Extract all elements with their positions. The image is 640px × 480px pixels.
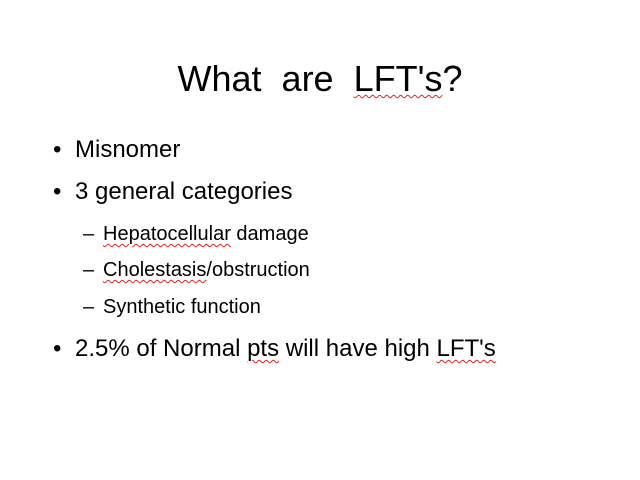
- bullet-normal-pts: • 2.5% of Normal pts will have high LFT'…: [53, 335, 496, 363]
- sub-bullet-marker: –: [83, 223, 95, 245]
- bullet-text: 3 general categories: [75, 178, 293, 205]
- sub-item-synthetic-function: – Synthetic function: [83, 295, 261, 319]
- title-text-lfts: LFT's: [353, 58, 443, 99]
- sub-item-text-part1: Hepatocellular: [103, 223, 231, 245]
- slide-title: What are LFT's?: [0, 57, 640, 101]
- bullet-misnomer: • Misnomer: [53, 136, 181, 164]
- bullet-text: Misnomer: [75, 136, 181, 163]
- sub-bullet-marker: –: [83, 259, 95, 281]
- title-text-part3: ?: [442, 58, 463, 99]
- sub-item-text-part1: Cholestasis: [103, 259, 207, 281]
- bullet-text-pts: pts: [247, 335, 280, 362]
- bullet-text-part1: 2.5% of Normal: [75, 335, 248, 362]
- title-text-part1: What are: [177, 58, 354, 99]
- sub-bullet-marker: –: [83, 296, 95, 318]
- sub-item-cholestasis: – Cholestasis/obstruction: [83, 258, 310, 282]
- bullet-marker: •: [53, 178, 62, 205]
- bullet-text-part3: will have high: [279, 335, 437, 362]
- bullet-text-lfts: LFT's: [436, 335, 496, 362]
- bullet-marker: •: [53, 136, 62, 163]
- sub-item-text-part2: /obstruction: [206, 259, 310, 281]
- sub-item-text: Synthetic function: [103, 296, 261, 318]
- sub-item-text-part2: damage: [230, 223, 309, 245]
- bullet-general-categories: • 3 general categories: [53, 178, 293, 206]
- bullet-marker: •: [53, 335, 62, 362]
- sub-item-hepatocellular: – Hepatocellular damage: [83, 222, 309, 246]
